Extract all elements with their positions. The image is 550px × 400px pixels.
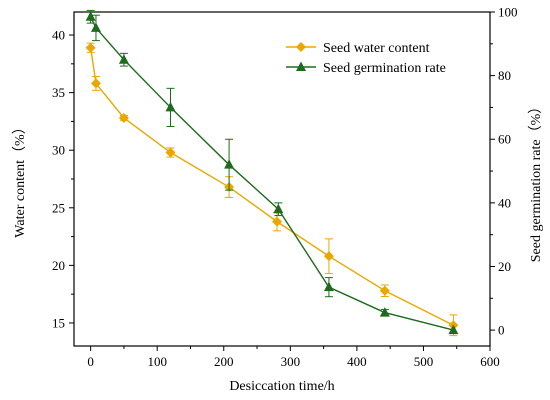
x-axis-title: Desiccation time/h — [229, 379, 334, 394]
y-left-tick-label: 35 — [52, 85, 65, 100]
y-left-tick-label: 30 — [52, 143, 65, 158]
y-left-tick-label: 20 — [52, 258, 65, 273]
point-triangle-1 — [323, 281, 334, 292]
point-triangle-1 — [85, 11, 96, 21]
y-right-tick-label: 100 — [498, 5, 518, 20]
point-diamond-0 — [323, 251, 334, 262]
series-line-0 — [89, 47, 454, 326]
point-triangle-1 — [448, 324, 459, 335]
x-tick-label: 100 — [147, 354, 167, 369]
point-diamond-0 — [90, 78, 101, 89]
x-tick-label: 200 — [214, 354, 234, 369]
x-tick-label: 600 — [480, 354, 500, 369]
y-left-axis-title: Water content（%） — [12, 120, 28, 237]
x-tick-label: 400 — [347, 354, 367, 369]
y-right-tick-label: 60 — [498, 132, 511, 147]
y-right-tick-label: 40 — [498, 195, 511, 210]
point-diamond-0 — [272, 216, 283, 227]
y-right-tick-label: 0 — [498, 323, 505, 338]
y-left-tick-label: 25 — [52, 200, 65, 215]
y-right-axis-title: Seed germination rate（%） — [528, 100, 544, 263]
point-triangle-1 — [224, 159, 235, 169]
x-tick-label: 0 — [87, 354, 94, 369]
y-right-tick-label: 80 — [498, 68, 511, 83]
point-triangle-1 — [379, 307, 390, 317]
legend-marker-triangle — [296, 61, 306, 71]
point-diamond-0 — [85, 42, 96, 53]
y-left-tick-label: 40 — [52, 28, 65, 43]
point-triangle-1 — [165, 101, 176, 112]
x-tick-label: 500 — [414, 354, 434, 369]
point-triangle-1 — [118, 54, 129, 64]
point-diamond-0 — [118, 112, 129, 123]
legend-label-1: Seed germination rate — [323, 61, 446, 76]
legend-marker-diamond — [296, 42, 306, 52]
y-left-tick-label: 15 — [52, 315, 65, 330]
point-triangle-1 — [273, 203, 284, 214]
point-diamond-0 — [379, 285, 390, 296]
y-right-tick-label: 20 — [498, 259, 511, 274]
point-diamond-0 — [165, 147, 176, 158]
point-triangle-1 — [90, 22, 101, 32]
legend-label-0: Seed water content — [323, 41, 430, 56]
x-tick-label: 300 — [281, 354, 301, 369]
